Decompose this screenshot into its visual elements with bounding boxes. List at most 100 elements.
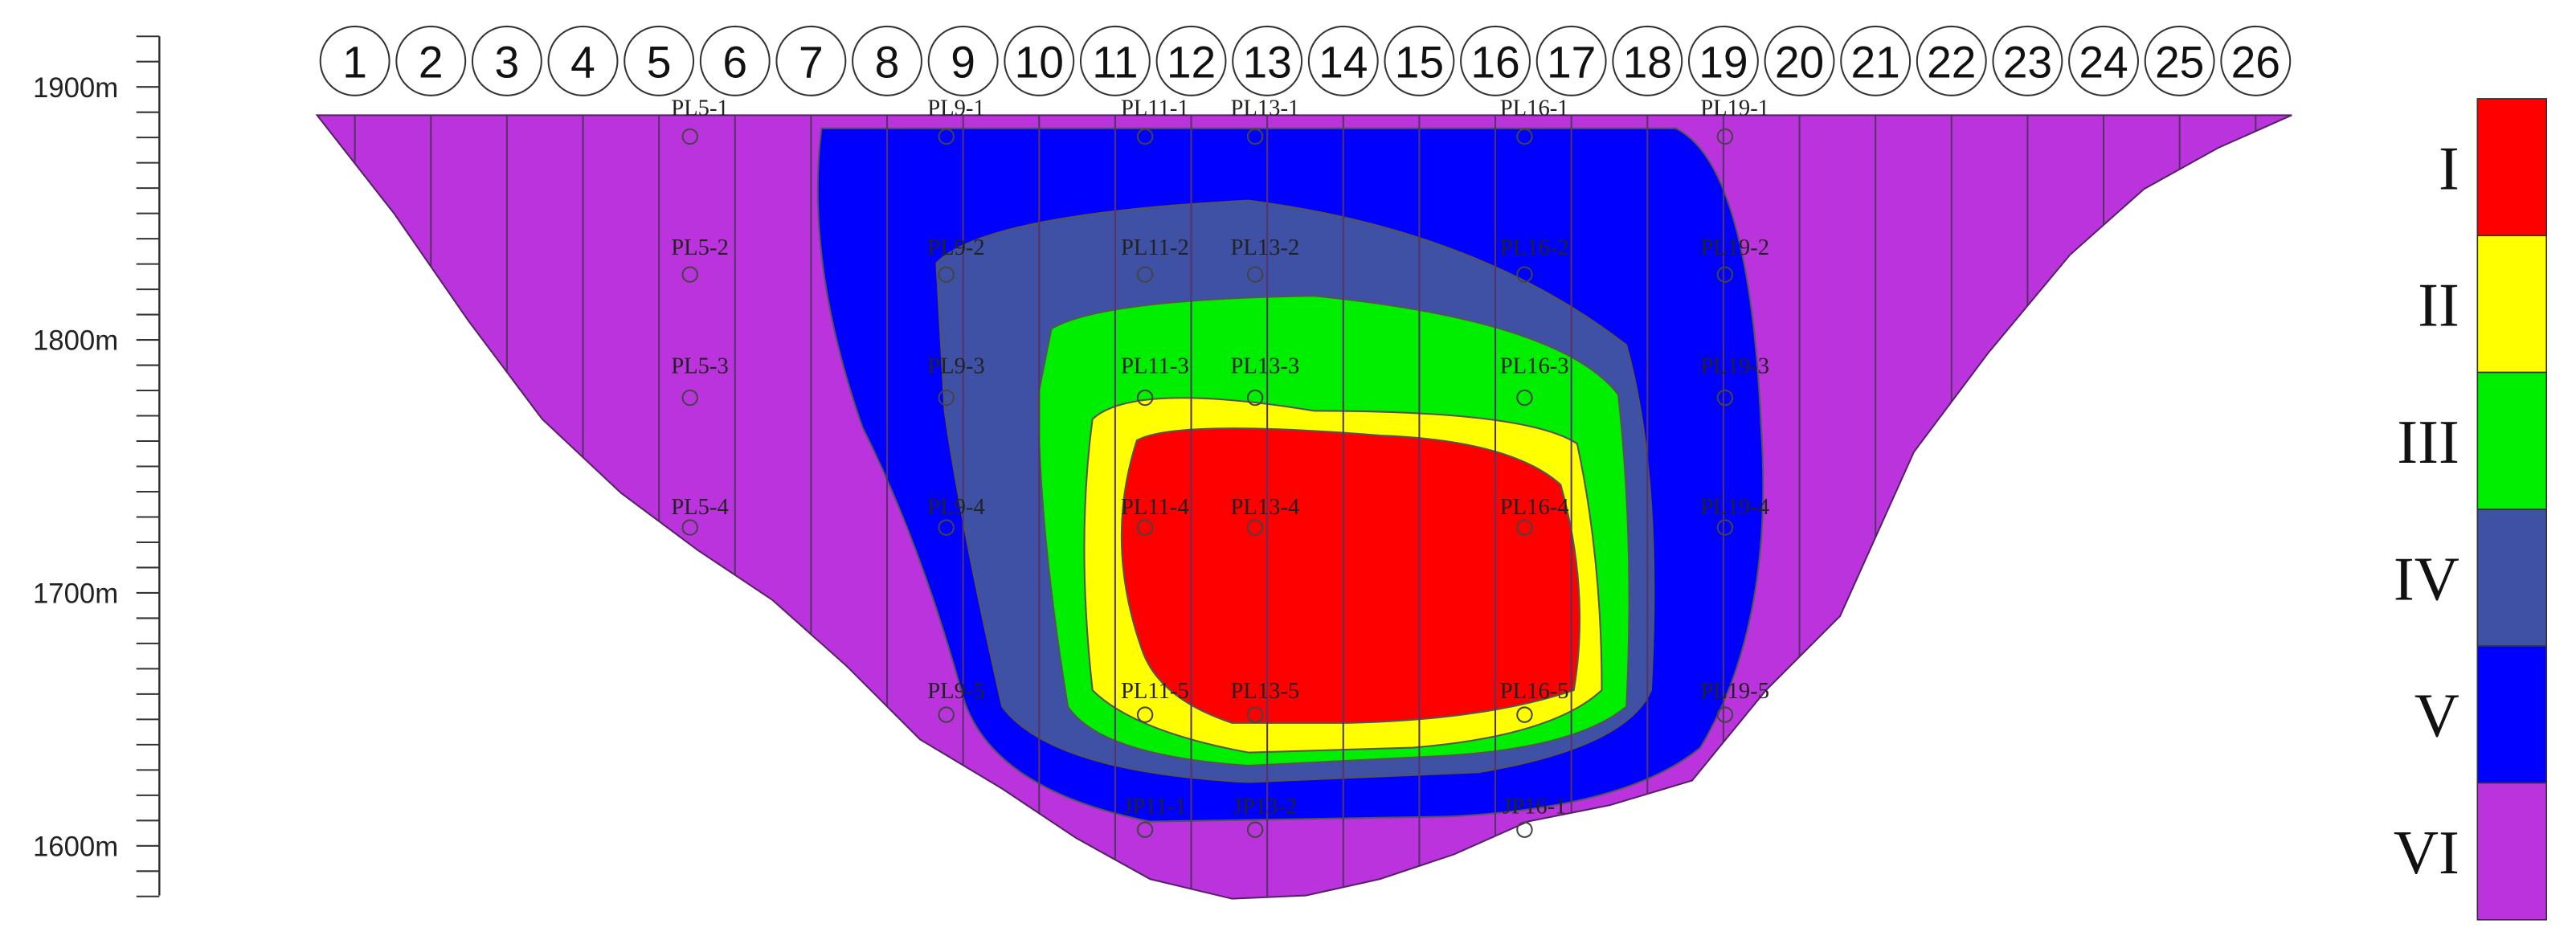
borehole-label: PL5-1 <box>671 95 729 121</box>
section-number: 26 <box>2231 37 2280 87</box>
section-number: 14 <box>1319 37 1368 87</box>
borehole <box>1516 519 1533 536</box>
section-number: 5 <box>647 37 672 87</box>
legend-label: I <box>2439 133 2459 202</box>
section-circle <box>471 25 542 96</box>
borehole <box>1716 128 1734 145</box>
borehole-label: PL11-2 <box>1121 235 1189 260</box>
borehole <box>681 389 698 407</box>
section-number: 19 <box>1699 37 1748 87</box>
section-number: 20 <box>1775 37 1824 87</box>
borehole <box>1136 266 1154 283</box>
legend-label: III <box>2397 407 2459 476</box>
axis-label: 1700m <box>33 579 118 610</box>
borehole-label: PL11-4 <box>1121 494 1189 520</box>
borehole <box>1516 706 1533 723</box>
legend-label: V <box>2414 681 2459 750</box>
borehole <box>938 266 955 283</box>
section-circle <box>1004 25 1075 96</box>
section-number: 22 <box>1927 37 1976 87</box>
borehole-label: PL11-5 <box>1121 678 1189 704</box>
borehole <box>938 519 955 536</box>
borehole-label: PL9-3 <box>927 353 985 378</box>
legend-swatch <box>2476 98 2548 237</box>
section-circle <box>395 25 467 96</box>
borehole-label: PL11-3 <box>1121 353 1189 378</box>
borehole-label: PL16-1 <box>1500 95 1569 121</box>
borehole-label: PL5-4 <box>671 494 729 520</box>
section-circle <box>2144 25 2215 96</box>
borehole <box>1516 389 1533 407</box>
section-circle <box>2068 25 2140 96</box>
borehole <box>1516 266 1533 283</box>
borehole <box>1716 389 1734 407</box>
borehole <box>1246 519 1264 536</box>
borehole <box>681 266 698 283</box>
section-number: 7 <box>799 37 824 87</box>
borehole <box>1246 389 1264 407</box>
borehole <box>938 389 955 407</box>
section-number: 3 <box>495 37 520 87</box>
legend-swatch <box>2476 371 2548 510</box>
borehole-label: PL19-1 <box>1700 95 1769 121</box>
borehole-label: PL9-5 <box>927 678 985 704</box>
borehole <box>1516 128 1533 145</box>
section-circle <box>1840 25 1912 96</box>
section-circle <box>927 25 999 96</box>
dam-outline <box>315 114 2292 900</box>
axis-label: 1600m <box>33 832 118 862</box>
borehole <box>1246 266 1264 283</box>
legend-label: II <box>2418 271 2459 340</box>
section-number: 13 <box>1242 37 1291 87</box>
borehole <box>1516 821 1533 838</box>
section-circle <box>1687 25 1759 96</box>
borehole <box>681 128 698 145</box>
section-number: 4 <box>570 37 595 87</box>
section-circle <box>1079 25 1151 96</box>
borehole-label: PL16-4 <box>1500 494 1569 520</box>
section-circle <box>319 25 390 96</box>
borehole <box>681 519 698 536</box>
borehole-label: PL19-2 <box>1700 235 1769 260</box>
borehole-label: PL13-1 <box>1230 95 1299 121</box>
section-circle <box>1612 25 1683 96</box>
legend-swatch <box>2476 782 2548 921</box>
section-number: 18 <box>1623 37 1672 87</box>
zone <box>1120 427 1581 724</box>
section-circle <box>1384 25 1455 96</box>
borehole <box>1716 266 1734 283</box>
axis-label: 1900m <box>33 73 118 104</box>
borehole-label: PL9-1 <box>927 95 985 121</box>
borehole <box>1246 821 1264 838</box>
borehole-label: PL19-4 <box>1700 494 1769 520</box>
section-number: 17 <box>1547 37 1596 87</box>
section-number: 15 <box>1395 37 1444 87</box>
borehole <box>1136 706 1154 723</box>
section-circle <box>1155 25 1227 96</box>
section-number: 2 <box>419 37 444 87</box>
section-circle <box>1307 25 1379 96</box>
axis-label: 1800m <box>33 326 118 357</box>
borehole-label: PL13-5 <box>1230 678 1299 704</box>
section-circle <box>1460 25 1531 96</box>
section-circle <box>2220 25 2292 96</box>
borehole <box>1246 128 1264 145</box>
section-circle <box>852 25 922 96</box>
borehole-label: PL16-5 <box>1500 678 1569 704</box>
borehole-label: PL16-2 <box>1500 235 1569 260</box>
borehole <box>938 128 955 145</box>
borehole-label: PL13-4 <box>1230 494 1299 520</box>
section-number: 24 <box>2079 37 2128 87</box>
borehole <box>1716 706 1734 723</box>
section-number: 8 <box>875 37 900 87</box>
borehole <box>1716 519 1734 536</box>
borehole-label: PL11-1 <box>1121 95 1189 121</box>
borehole-label: JP13-2 <box>1233 793 1298 819</box>
borehole-label: PL13-2 <box>1230 235 1299 260</box>
section-circle <box>775 25 847 96</box>
section-circle <box>1992 25 2063 96</box>
section-number: 9 <box>951 37 975 87</box>
borehole-label: PL19-3 <box>1700 353 1769 378</box>
section-number: 10 <box>1015 37 1064 87</box>
